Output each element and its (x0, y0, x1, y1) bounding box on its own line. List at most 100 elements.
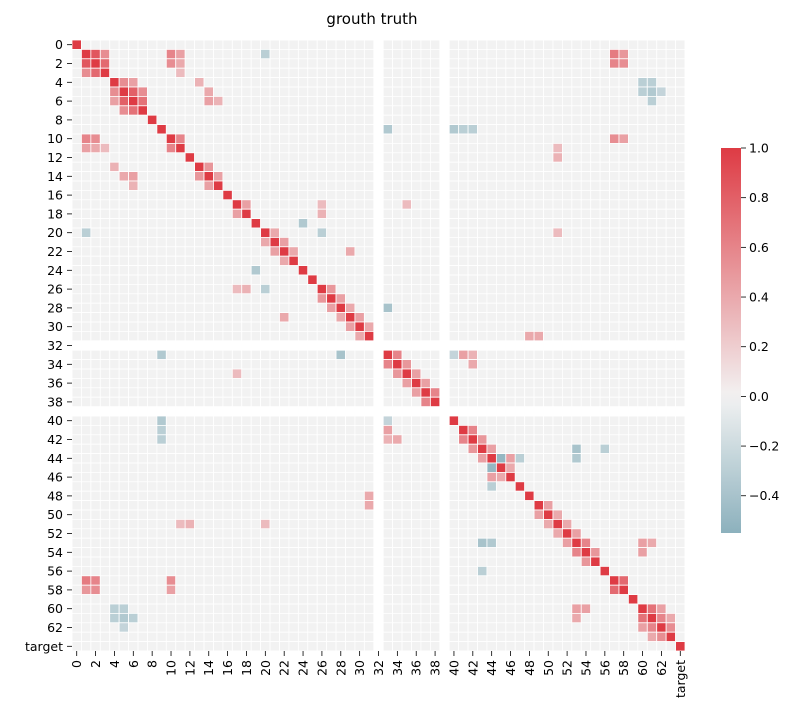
heatmap-cell (524, 312, 535, 323)
heatmap-cell (137, 537, 148, 549)
heatmap-cell (646, 96, 658, 107)
heatmap-cell (571, 283, 582, 295)
heatmap-cell (175, 58, 186, 69)
heatmap-cell (495, 575, 507, 586)
heatmap-cell (675, 368, 686, 379)
heatmap-cell (184, 481, 195, 492)
heatmap-cell (599, 142, 610, 154)
heatmap-cell (109, 293, 120, 304)
heatmap-cell (628, 528, 639, 539)
heatmap-cell (382, 396, 394, 408)
heatmap-cell (467, 227, 478, 238)
heatmap-cell (260, 67, 271, 78)
heatmap-cell (599, 471, 610, 483)
heatmap-cell (71, 481, 82, 492)
heatmap-cell (467, 424, 478, 436)
heatmap-cell (486, 142, 497, 154)
heatmap-cell (288, 171, 299, 182)
heatmap-cell (429, 274, 441, 285)
heatmap-cell (147, 537, 158, 549)
heatmap-cell (147, 142, 158, 154)
heatmap-cell (345, 462, 356, 473)
heatmap-cell (552, 124, 563, 135)
heatmap-cell (429, 246, 441, 257)
heatmap-cell (448, 575, 460, 586)
heatmap-cell (609, 622, 620, 633)
heatmap-cell (458, 105, 469, 116)
heatmap-cell (533, 556, 544, 567)
heatmap-cell (505, 255, 516, 267)
heatmap-cell (562, 471, 573, 483)
heatmap-cell (316, 575, 328, 586)
heatmap-cell (335, 566, 346, 577)
heatmap-cell (194, 566, 205, 577)
heatmap-cell (260, 312, 271, 323)
heatmap-cell (552, 114, 563, 125)
heatmap-cell (335, 584, 346, 596)
heatmap-cell (90, 387, 101, 398)
heatmap-cell (467, 396, 478, 408)
heatmap-cell (675, 519, 686, 530)
heatmap-cell (571, 96, 582, 107)
heatmap-cell (495, 631, 507, 643)
heatmap-cell (194, 302, 205, 314)
heatmap-cell (326, 283, 337, 295)
heatmap-cell (109, 321, 120, 332)
heatmap-cell (590, 77, 601, 88)
heatmap-cell (495, 594, 507, 605)
heatmap-cell (222, 556, 233, 567)
heatmap-cell (505, 114, 516, 125)
heatmap-cell (618, 453, 629, 464)
heatmap-cell (524, 283, 535, 295)
heatmap-cell (99, 236, 111, 248)
heatmap-cell (147, 594, 158, 605)
heatmap-cell (543, 246, 554, 257)
heatmap-cell (345, 171, 356, 182)
heatmap-cell (637, 218, 648, 229)
heatmap-cell (675, 142, 686, 154)
heatmap-cell (448, 236, 460, 248)
heatmap-cell (524, 481, 535, 492)
heatmap-cell (363, 171, 375, 182)
heatmap-cell (599, 152, 610, 163)
heatmap-cell (392, 566, 403, 577)
heatmap-cell (382, 528, 394, 539)
heatmap-cell (420, 537, 431, 549)
heatmap-cell (279, 293, 290, 304)
heatmap-cell (137, 236, 148, 248)
heatmap-cell (335, 641, 346, 652)
heatmap-cell (477, 471, 488, 483)
heatmap-cell (81, 443, 92, 455)
heatmap-cell (165, 49, 177, 60)
heatmap-cell (354, 415, 365, 426)
heatmap-cell (147, 302, 158, 314)
heatmap-cell (335, 218, 346, 229)
heatmap-cell (392, 434, 403, 445)
heatmap-cell (533, 547, 544, 558)
row-tick-label: 26 (47, 282, 63, 297)
heatmap-cell (335, 519, 346, 530)
heatmap-cell (392, 537, 403, 549)
heatmap-cell (533, 603, 544, 614)
heatmap-cell (401, 528, 412, 539)
heatmap-cell (411, 180, 422, 191)
heatmap-cell (156, 453, 167, 464)
heatmap-cell (665, 377, 676, 389)
heatmap-cell (203, 171, 214, 182)
heatmap-cell (297, 227, 309, 238)
heatmap-cell (147, 77, 158, 88)
heatmap-cell (514, 434, 526, 445)
heatmap-cell (486, 359, 497, 370)
heatmap-cell (128, 274, 139, 285)
heatmap-cell (222, 594, 233, 605)
heatmap-cell (90, 575, 101, 586)
heatmap-cell (260, 58, 271, 69)
heatmap-cell (486, 124, 497, 135)
heatmap-cell (420, 49, 431, 60)
heatmap-cell (401, 255, 412, 267)
heatmap-cell (486, 641, 497, 652)
heatmap-cell (175, 556, 186, 567)
heatmap-cell (571, 471, 582, 483)
heatmap-cell (184, 96, 195, 107)
heatmap-cell (184, 396, 195, 408)
